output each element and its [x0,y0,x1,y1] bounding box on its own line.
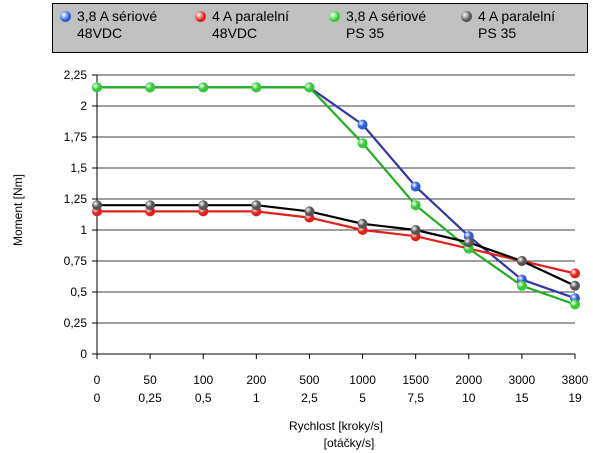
x-tick-label-secondary: 1 [253,391,260,405]
series-line-1 [97,86,576,300]
data-point-series-3 [251,82,262,93]
data-point-series-4 [410,225,421,235]
legend-marker-series-4 [461,11,472,22]
data-point-series-4 [463,237,474,248]
x-tick-label-secondary: 5 [359,391,366,405]
x-tick-label: 50 [143,373,157,387]
x-tick-label: 2000 [455,373,482,387]
grid-lines [92,74,575,355]
data-point-series-3 [516,280,527,291]
legend-label-line1: 3,8 A sériové [77,8,158,24]
data-point-series-3 [198,82,209,93]
legend-marker-series-2 [195,11,206,22]
legend-label-line2: 48VDC [212,25,258,41]
data-point-series-3 [410,200,421,211]
x-tick-label-secondary: 7,5 [407,391,424,405]
x-tick-label: 100 [193,373,213,387]
data-point-series-4 [145,200,156,211]
series-line-2 [97,210,576,275]
y-tick-label: 2 [80,99,87,113]
y-tick-label: 1,75 [64,130,88,144]
data-point-series-4 [304,206,315,217]
legend-label-line2: 48VDC [77,25,123,41]
y-axis-label: Moment [Nm] [11,174,25,246]
y-tick-label: 1 [80,223,87,237]
legend-label-line1: 3,8 A sériové [346,8,427,24]
x-tick-label-secondary: 0,5 [195,391,212,405]
chart-legend: 3,8 A sériové 48VDC 4 A paralelní 48VDC 3,… [52,3,588,53]
legend-label-line2: PS 35 [478,25,517,41]
y-tick-label: 0,5 [70,285,87,299]
x-tick-label: 0 [94,373,101,387]
data-point-series-1 [357,119,368,130]
x-tick-labels: 00500,251000,520015002,51000515007,52000… [94,373,589,405]
legend-label-line2: PS 35 [346,25,385,41]
x-axis-label-secondary: [otáčky/s] [324,436,375,450]
data-point-series-1 [410,181,421,192]
legend-label-line1: 4 A paralelní [212,8,290,24]
x-tick-label-secondary: 15 [515,391,529,405]
data-point-series-4 [251,200,262,211]
data-point-series-3 [92,82,102,93]
x-tick-label: 1500 [402,373,429,387]
y-tick-label: 1,5 [70,161,87,175]
data-point-series-2 [570,268,580,279]
series-points [92,82,580,310]
data-point-series-4 [516,256,527,266]
y-tick-label: 1,25 [64,192,88,206]
data-point-series-4 [570,280,580,291]
y-tick-label: 0 [80,347,87,361]
x-tick-label: 3000 [509,373,536,387]
x-tick-label-secondary: 2,5 [301,391,318,405]
x-tick-label: 500 [299,373,319,387]
x-tick-label: 1000 [349,373,376,387]
y-tick-label: 2,25 [64,68,88,82]
x-tick-label-secondary: 10 [462,391,476,405]
data-point-series-4 [198,200,209,211]
y-tick-labels: 0 0,25 0,5 0,75 1 1,25 1,5 1,75 2 2,25 [64,68,88,361]
x-tick-label-secondary: 0,25 [138,391,162,405]
data-point-series-3 [304,82,315,93]
data-point-series-4 [92,200,102,211]
series-line-3 [97,86,576,306]
series-lines [97,86,576,306]
legend-label-line1: 4 A paralelní [478,8,556,24]
legend-marker-series-1 [60,11,71,22]
x-tick-label-secondary: 19 [568,391,582,405]
series-line-4 [97,204,576,287]
y-tick-label: 0,25 [64,316,88,330]
data-point-series-4 [357,218,368,229]
data-point-series-3 [145,82,156,93]
x-tick-label: 3800 [562,373,589,387]
x-tick-label-secondary: 0 [94,391,101,405]
data-point-series-3 [357,138,368,149]
x-tick-label: 200 [246,373,266,387]
data-point-series-3 [570,299,580,310]
y-tick-label: 0,75 [64,254,88,268]
legend-marker-series-3 [329,11,340,22]
x-axis-label: Rychlost [kroky/s] [289,419,383,433]
